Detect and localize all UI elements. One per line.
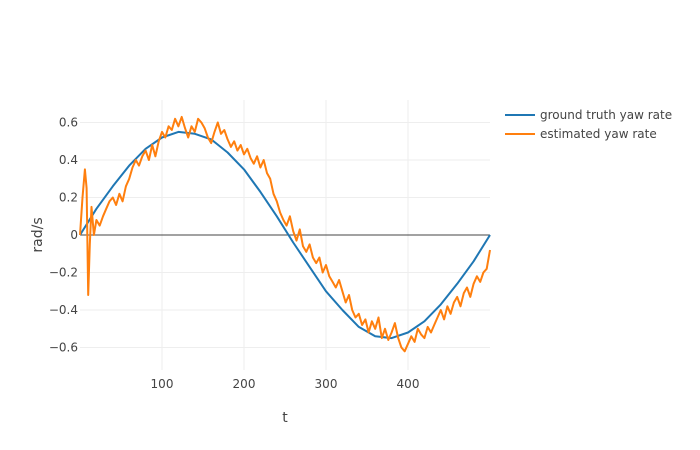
series-line-0[interactable] [79, 130, 491, 340]
legend-label[interactable]: ground truth yaw rate [540, 108, 672, 122]
y-tick-label: −0.6 [49, 341, 78, 355]
legend-label[interactable]: estimated yaw rate [540, 127, 657, 141]
x-axis-ticks: 100 200 300 400 [151, 377, 420, 391]
x-axis-title: t [282, 410, 288, 426]
x-tick-label: 200 [233, 377, 256, 391]
y-axis-title: rad/s [30, 217, 46, 252]
legend[interactable]: ground truth yaw rate estimated yaw rate [505, 108, 672, 141]
series-group[interactable] [79, 115, 491, 353]
y-tick-label: −0.4 [49, 303, 78, 317]
y-tick-label: 0 [70, 228, 78, 242]
series-line-1[interactable] [79, 115, 491, 353]
y-tick-label: 0.4 [59, 153, 78, 167]
y-tick-label: 0.2 [59, 191, 78, 205]
x-tick-label: 400 [397, 377, 420, 391]
y-tick-label: −0.2 [49, 266, 78, 280]
x-tick-label: 100 [151, 377, 174, 391]
y-tick-label: 0.6 [59, 116, 78, 130]
y-axis-ticks: 0.6 0.4 0.2 0 −0.2 −0.4 −0.6 [49, 116, 78, 355]
x-tick-label: 300 [315, 377, 338, 391]
